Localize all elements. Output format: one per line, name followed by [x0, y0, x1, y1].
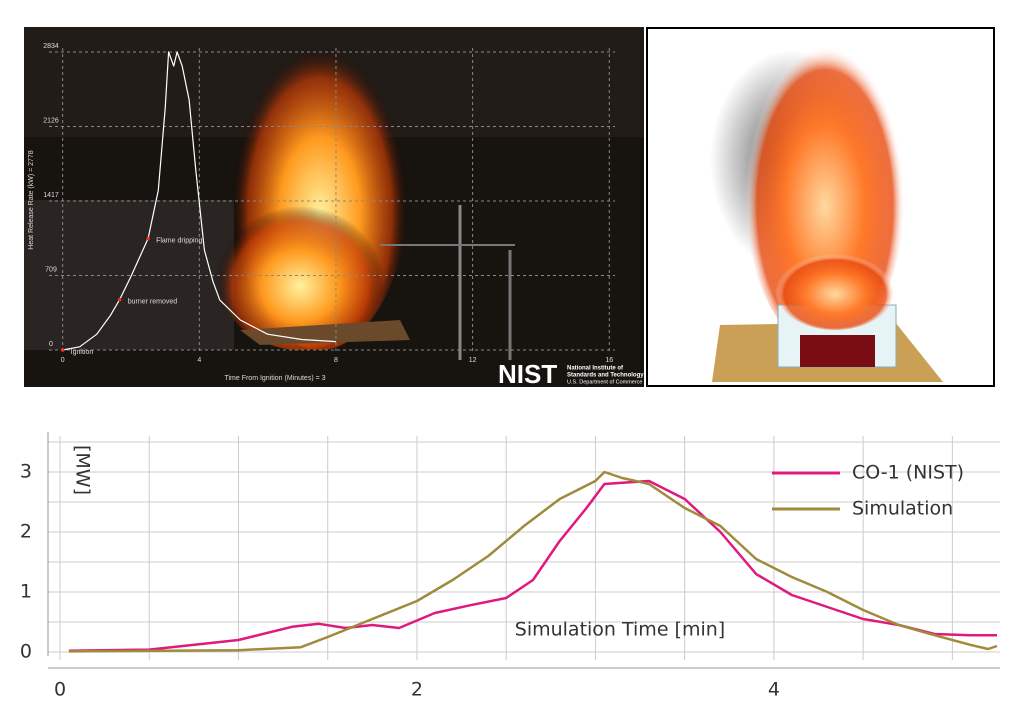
logo: NIST National Institute of Standards and… [498, 359, 644, 389]
x-axis-label: Time From Ignition (Minutes) = 3 [224, 375, 325, 382]
y-tick-label: 0 [20, 641, 32, 663]
x-tick-label: 0 [61, 357, 65, 364]
y-axis-label: [MW] [72, 445, 94, 495]
y-tick-label: 2834 [43, 43, 59, 50]
annotation: Ignition [71, 349, 94, 356]
overlay-chart: 0 4 8 12 16 0 709 1417 2126 2834 Heat Release Rate… [28, 43, 615, 382]
x-tick-label: 16 [605, 357, 613, 364]
comparison-chart: 0 2 4 0 1 2 3 [MW] Simulation Time [min] CO-1 (NI… [20, 432, 1000, 701]
y-tick-label: 1 [20, 581, 32, 603]
y-tick-label: 3 [20, 461, 32, 483]
data-line [68, 479, 997, 653]
data-line [68, 470, 998, 653]
x-tick-label: 4 [197, 357, 201, 364]
logo-text: U.S. Department of Commerce [567, 379, 643, 385]
y-tick-label: 709 [45, 266, 57, 273]
data-line [62, 51, 337, 351]
y-tick-label: 0 [49, 341, 53, 348]
x-tick-label: 4 [768, 679, 780, 701]
y-axis-label: Heat Release Rate (kW) = 2778 [28, 150, 35, 250]
y-tick-label: 1417 [43, 192, 59, 199]
legend-label: Simulation [852, 498, 953, 520]
x-tick-label: 12 [469, 357, 477, 364]
x-tick-label: 2 [411, 679, 423, 701]
logo-text: National Institute of [567, 366, 624, 372]
logo-text: Standards and Technology [567, 373, 644, 379]
logo-mark: NIST [498, 359, 557, 389]
legend-label: CO-1 (NIST) [852, 462, 964, 484]
annotation: burner removed [128, 298, 178, 305]
annotation: Flame dripping [156, 237, 202, 244]
simulation-render [646, 27, 995, 387]
x-tick-label: 0 [54, 679, 66, 701]
annotation-point [60, 348, 65, 352]
y-tick-label: 2126 [43, 117, 59, 124]
y-tick-label: 2 [20, 521, 32, 543]
x-tick-label: 8 [334, 357, 338, 364]
photo [24, 10, 644, 387]
annotation-point [117, 297, 122, 302]
annotation-point [146, 236, 150, 241]
x-axis-label: Simulation Time [min] [515, 619, 725, 641]
